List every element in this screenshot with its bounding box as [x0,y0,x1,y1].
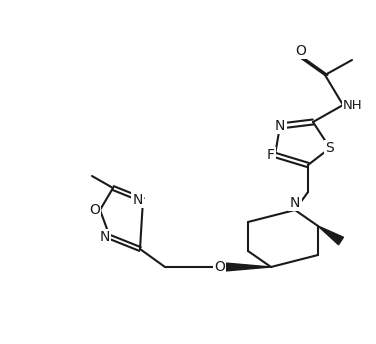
Text: S: S [326,141,334,155]
Text: O: O [214,260,225,274]
Text: O: O [296,44,306,58]
Text: N: N [100,230,110,244]
Text: F: F [267,148,275,162]
Text: N: N [275,119,285,133]
Text: O: O [89,203,100,217]
Polygon shape [225,263,271,271]
Text: N: N [290,196,300,210]
Polygon shape [318,226,343,245]
Text: NH: NH [343,98,362,111]
Text: N: N [133,193,143,207]
